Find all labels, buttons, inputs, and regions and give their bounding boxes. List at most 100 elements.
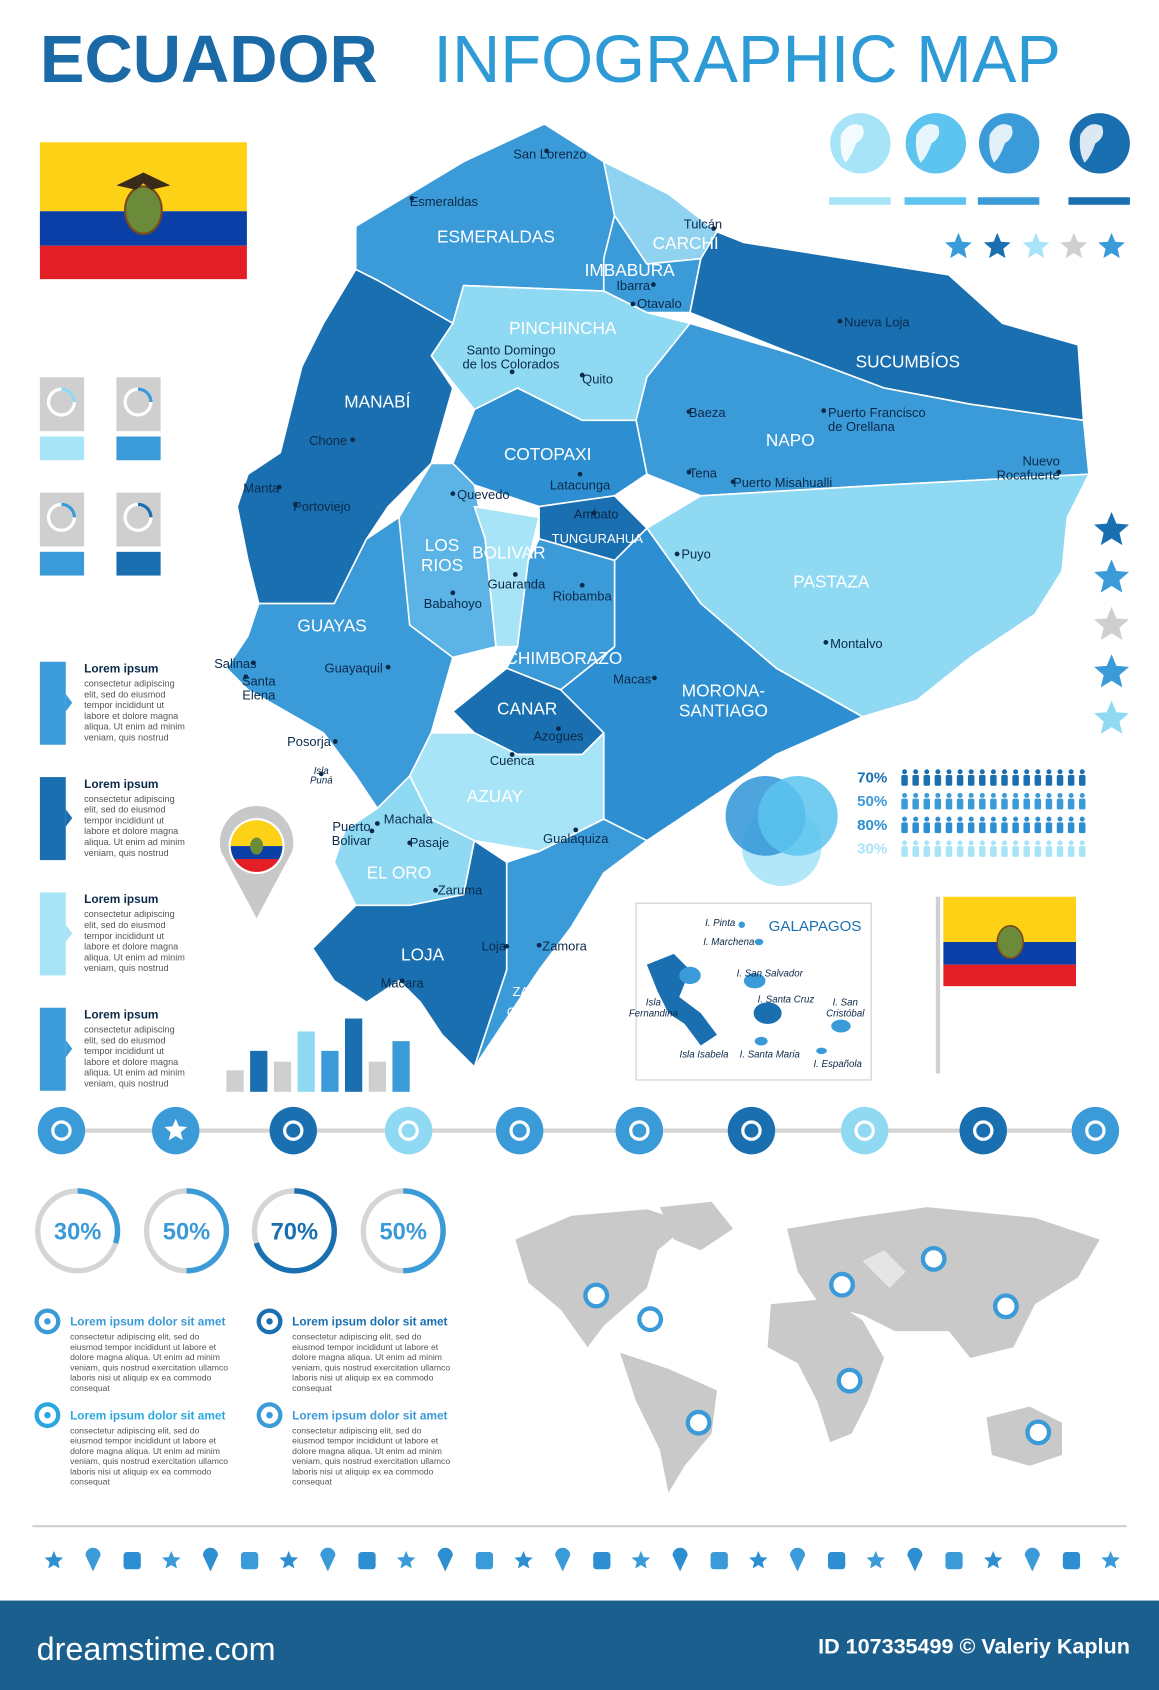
person-head bbox=[1013, 816, 1019, 822]
info-title: Lorem ipsum bbox=[84, 662, 158, 676]
city-dot bbox=[407, 840, 413, 846]
info-line: consectetur adipiscing bbox=[84, 1025, 175, 1035]
item-line: consectetur adipiscing elit, sed do bbox=[70, 1425, 199, 1435]
decorative-bars bbox=[226, 1018, 410, 1092]
timeline-icon bbox=[840, 1106, 889, 1155]
icon-glyph bbox=[283, 1120, 304, 1141]
map-pin bbox=[637, 1306, 664, 1333]
city-label: Tena bbox=[689, 465, 718, 480]
info-line: aliqua. Ut enim ad minim bbox=[84, 1068, 185, 1078]
info-line: consectetur adipiscing bbox=[84, 909, 175, 919]
city-label: San Lorenzo bbox=[513, 146, 586, 161]
info-line: elit, sed do eiusmod bbox=[84, 1035, 165, 1045]
city-label: Santo Domingo bbox=[466, 343, 555, 358]
person-body bbox=[901, 774, 908, 786]
province-label: COTOPAXI bbox=[504, 444, 591, 464]
timeline-icon bbox=[384, 1106, 433, 1155]
footer-credit: ID 107335499 © Valeriy Kaplun bbox=[818, 1633, 1130, 1658]
island-label: I. Marchena bbox=[703, 937, 755, 948]
ring-arc bbox=[186, 1188, 230, 1274]
person-body bbox=[934, 822, 942, 834]
person-body bbox=[1012, 774, 1019, 786]
globe-bar bbox=[1068, 197, 1130, 205]
person-body bbox=[990, 822, 997, 834]
province-label: PINCHINCHA bbox=[509, 318, 617, 338]
person-head bbox=[968, 840, 974, 846]
item-line: veniam, quis nostrud exercitation ullamc… bbox=[292, 1362, 450, 1372]
island-label: Isla bbox=[646, 998, 662, 1009]
icon-box-arc bbox=[137, 502, 153, 518]
item-bullet bbox=[34, 1402, 61, 1429]
icon-box-arc bbox=[61, 387, 77, 403]
city-dot bbox=[276, 484, 282, 490]
icon-box-arc bbox=[137, 387, 153, 403]
info-arrow bbox=[65, 809, 73, 827]
stat-label: 70% bbox=[857, 769, 888, 786]
bottom-icon bbox=[279, 1550, 298, 1569]
icon-glyph bbox=[164, 1118, 188, 1141]
person-head bbox=[1057, 816, 1063, 822]
item-title: Lorem ipsum dolor sit amet bbox=[70, 1315, 225, 1329]
globe-bar bbox=[829, 197, 891, 205]
info-line: labore et dolore magna bbox=[84, 942, 179, 952]
province-label: RIOS bbox=[421, 555, 463, 575]
city-label: de Orellana bbox=[828, 419, 896, 434]
person-body bbox=[1012, 798, 1019, 810]
city-label: Posorja bbox=[287, 734, 332, 749]
globe-bar bbox=[977, 197, 1040, 205]
item-line: veniam, quis nostrud exercitation ullamc… bbox=[292, 1456, 450, 1466]
person-head bbox=[1013, 840, 1019, 846]
city-label: Puerto Francisco bbox=[828, 405, 926, 420]
province-label: GUAYAS bbox=[297, 616, 366, 636]
bottom-icon bbox=[1101, 1550, 1120, 1569]
info-line: consectetur adipiscing bbox=[84, 679, 175, 689]
person-head bbox=[1035, 769, 1041, 775]
city-dot bbox=[674, 551, 680, 557]
item-line: laboris nisi ut aliquip ex ea commodo bbox=[70, 1466, 211, 1476]
timeline-icon bbox=[37, 1106, 86, 1155]
person-head bbox=[990, 840, 996, 846]
star bbox=[1060, 232, 1088, 259]
item-line: eiusmod tempor incididunt ut labore et bbox=[292, 1436, 439, 1446]
footer-brand: dreamstime.com bbox=[37, 1631, 276, 1667]
person-head bbox=[946, 840, 952, 846]
city-dot bbox=[293, 502, 298, 507]
item-line: veniam, quis nostrud exercitation ullamc… bbox=[70, 1362, 228, 1372]
item-bullet-dot bbox=[44, 1318, 51, 1325]
person-head bbox=[1002, 769, 1007, 775]
person-body bbox=[1079, 774, 1086, 786]
info-line: veniam, quis nostrud bbox=[84, 848, 169, 858]
bottom-icon bbox=[1024, 1547, 1040, 1572]
person-head bbox=[1035, 816, 1041, 822]
globe-land bbox=[915, 124, 940, 163]
city-dot bbox=[450, 491, 456, 497]
person-head bbox=[957, 792, 963, 798]
bottom-icon bbox=[396, 1550, 416, 1569]
globe bbox=[905, 113, 967, 174]
bottom-icon bbox=[749, 1550, 768, 1569]
city-dot bbox=[409, 195, 415, 201]
person-body bbox=[1045, 822, 1053, 834]
info-bar bbox=[39, 892, 66, 976]
item-line: dolore magna aliqua. Ut enim ad minim bbox=[292, 1352, 442, 1362]
person-head bbox=[1024, 816, 1030, 822]
bottom-icon bbox=[866, 1550, 886, 1569]
info-line: elit, sed do eiusmod bbox=[84, 805, 165, 815]
city-label: Macara bbox=[381, 975, 425, 990]
city-label: Salinas bbox=[214, 656, 256, 671]
city-label: Rocafuerte bbox=[997, 468, 1060, 483]
map-pin bbox=[829, 1271, 855, 1298]
person-body bbox=[1067, 798, 1075, 810]
person-body bbox=[979, 822, 986, 834]
person-body bbox=[1012, 846, 1019, 857]
city-label: Machala bbox=[384, 811, 434, 826]
star bbox=[1094, 700, 1130, 734]
timeline-icon bbox=[615, 1106, 664, 1155]
person-body bbox=[923, 822, 931, 834]
person-head bbox=[1068, 840, 1074, 846]
item-line: consequat bbox=[70, 1477, 110, 1487]
person-body bbox=[945, 774, 953, 786]
icon-glyph bbox=[1085, 1120, 1106, 1141]
city-dot bbox=[591, 510, 597, 516]
city-label: Cuenca bbox=[490, 753, 535, 768]
